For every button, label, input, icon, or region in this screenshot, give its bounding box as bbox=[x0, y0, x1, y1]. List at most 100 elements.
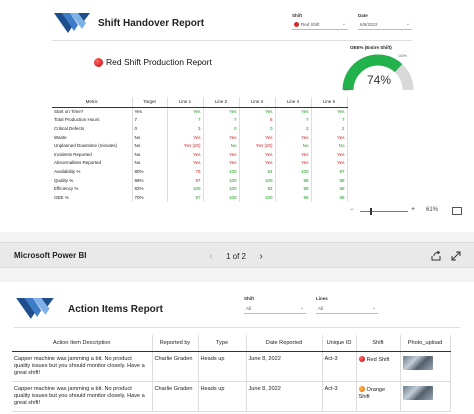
date-filter-dropdown[interactable]: 6/8/2022 ⌄ bbox=[358, 19, 412, 30]
chevron-down-icon: ⌄ bbox=[341, 21, 346, 27]
line-1-value: Yes bbox=[167, 107, 204, 116]
oee-gauge-value: 74% bbox=[366, 73, 392, 87]
metric-target: 0 bbox=[132, 124, 168, 133]
action-items-table: Action Item Description Reported by Type Da… bbox=[12, 335, 451, 412]
action-item-row[interactable]: Capper machine was jamming a bit. No pro… bbox=[12, 351, 451, 382]
actions-header-photo-upload[interactable]: Photo_upload bbox=[400, 335, 451, 352]
line-5-value: Yes bbox=[311, 107, 348, 116]
next-page-button[interactable]: › bbox=[259, 250, 263, 262]
powerbi-footer-bar: Microsoft Power BI ‹ 1 of 2 › bbox=[0, 242, 474, 268]
lines-filter-dropdown[interactable]: All ⌄ bbox=[316, 303, 378, 314]
metrics-header-row: Metric Target Line 1 Line 2 Line 3 Line 4 Line… bbox=[52, 97, 348, 108]
line-5-value: Yes bbox=[311, 132, 348, 142]
line-3-value: Yes bbox=[239, 149, 276, 159]
line-1-value: Yes bbox=[167, 158, 204, 168]
metrics-row: Unplanned Downtime (minutes) No Yes (20) No… bbox=[52, 141, 348, 150]
zoom-slider-track[interactable] bbox=[360, 211, 408, 212]
metrics-table: Metric Target Line 1 Line 2 Line 3 Line 4 Line… bbox=[52, 97, 348, 202]
photo-cell bbox=[400, 351, 451, 382]
metric-target: No bbox=[132, 132, 168, 142]
line-5-value: No bbox=[311, 141, 348, 150]
line-1-value: 87 bbox=[167, 192, 204, 202]
metric-target: 7 bbox=[132, 115, 168, 125]
company-logo bbox=[16, 298, 54, 319]
date-filter-label: Date bbox=[358, 13, 368, 18]
unique-id: Act-3 bbox=[322, 351, 357, 382]
metric-target: No bbox=[132, 158, 168, 168]
shift-name: Red Shift bbox=[366, 356, 390, 363]
metrics-header-target[interactable]: Target bbox=[132, 97, 168, 108]
gauge-fill bbox=[342, 54, 403, 91]
metric-name: Incidents Reported bbox=[52, 149, 133, 159]
zoom-slider-thumb[interactable] bbox=[370, 208, 372, 215]
metrics-row: OEE % 70% 87 100 100 98 98 bbox=[52, 192, 348, 202]
actions-header-reported-by[interactable]: Reported by bbox=[152, 335, 199, 352]
shift-filter-value: All bbox=[246, 305, 252, 311]
line-2-value: 7 bbox=[203, 115, 240, 125]
metric-name: Unplanned Downtime (minutes) bbox=[52, 141, 133, 150]
metrics-header-line-1[interactable]: Line 1 bbox=[167, 97, 204, 108]
orange-shift-dot-icon bbox=[358, 385, 365, 392]
line-4-value: Yes bbox=[275, 149, 312, 159]
actions-header-shift[interactable]: Shift bbox=[356, 335, 401, 352]
fit-to-page-icon[interactable] bbox=[452, 207, 462, 215]
shift-filter-dropdown[interactable]: All ⌄ bbox=[244, 303, 306, 314]
metrics-row: Efficiency % 92% 100 100 92 98 98 bbox=[52, 184, 348, 193]
metrics-header-line-5[interactable]: Line 5 bbox=[311, 97, 348, 108]
machine-photo-thumbnail[interactable] bbox=[402, 385, 433, 400]
metrics-row: Waste No Yes Yes Yes Yes Yes bbox=[52, 132, 348, 142]
line-3-value: 6 bbox=[239, 115, 276, 125]
shift-filter-value: Red Shift bbox=[301, 21, 320, 27]
line-4-value: 98 bbox=[275, 184, 312, 193]
date-reported: June 8, 2022 bbox=[246, 381, 323, 412]
zoom-out-button[interactable]: − bbox=[350, 207, 354, 213]
metric-target: 70% bbox=[132, 192, 168, 202]
line-2-value: Yes bbox=[203, 107, 240, 116]
metrics-header-line-2[interactable]: Line 2 bbox=[203, 97, 240, 108]
metrics-row: Availability % 80% 79 100 84 100 97 bbox=[52, 167, 348, 176]
actions-header-action-item-description[interactable]: Action Item Description bbox=[12, 335, 153, 352]
metric-target: Yes bbox=[132, 107, 168, 116]
metrics-header-metric[interactable]: Metric bbox=[52, 97, 133, 108]
line-2-value: 100 bbox=[203, 192, 240, 202]
metric-name: Availability % bbox=[52, 167, 133, 176]
red-circle-icon bbox=[94, 57, 103, 67]
line-4-value: Yes bbox=[275, 107, 312, 116]
fullscreen-icon[interactable] bbox=[450, 250, 462, 262]
line-4-value: 7 bbox=[275, 115, 312, 125]
line-4-value: Yes bbox=[275, 132, 312, 142]
action-items-report: Action Items Report Shift All ⌄ Lines Al… bbox=[0, 282, 474, 414]
line-3-value: 84 bbox=[239, 167, 276, 176]
line-3-value: Yes bbox=[239, 107, 276, 116]
line-5-value: Yes bbox=[311, 149, 348, 159]
actions-header-row: Action Item Description Reported by Type Da… bbox=[12, 335, 451, 352]
line-1-value: Yes bbox=[167, 132, 204, 142]
line-4-value: 98 bbox=[275, 175, 312, 185]
metric-name: Waste bbox=[52, 132, 133, 142]
powerbi-brand[interactable]: Microsoft Power BI bbox=[14, 251, 87, 260]
gauge-min-label: 0% bbox=[344, 88, 350, 92]
shift-filter-label: Shift bbox=[244, 296, 254, 301]
metric-name: Efficiency % bbox=[52, 184, 133, 193]
actions-header-unique-id[interactable]: Unique ID bbox=[322, 335, 357, 352]
report-title: Action Items Report bbox=[68, 304, 164, 315]
metrics-row: Start on Time? Yes Yes Yes Yes Yes Yes bbox=[52, 107, 348, 116]
zoom-in-button[interactable]: + bbox=[411, 206, 416, 213]
actions-header-date-reported[interactable]: Date Reported bbox=[246, 335, 323, 352]
metrics-header-line-3[interactable]: Line 3 bbox=[239, 97, 276, 108]
shift-filter-dropdown[interactable]: Red Shift ⌄ bbox=[292, 19, 348, 30]
previous-page-button[interactable]: ‹ bbox=[209, 250, 213, 262]
lines-filter-label: Lines bbox=[316, 296, 328, 301]
date-filter-value: 6/8/2022 bbox=[360, 21, 378, 27]
metrics-header-line-4[interactable]: Line 4 bbox=[275, 97, 312, 108]
page-navigator: ‹ 1 of 2 › bbox=[206, 249, 266, 263]
line-1-value: Yes bbox=[167, 149, 204, 159]
line-1-value: 3 bbox=[167, 124, 204, 133]
machine-photo-thumbnail[interactable] bbox=[402, 355, 433, 370]
production-report-title: Red Shift Production Report bbox=[94, 57, 212, 67]
share-icon[interactable] bbox=[430, 250, 442, 262]
metric-name: Abnormalities Reported bbox=[52, 158, 133, 168]
metric-name: Critical Defects bbox=[52, 124, 133, 133]
actions-header-type[interactable]: Type bbox=[198, 335, 247, 352]
action-item-row[interactable]: Capper machine was jamming a bit. No pro… bbox=[12, 381, 451, 412]
